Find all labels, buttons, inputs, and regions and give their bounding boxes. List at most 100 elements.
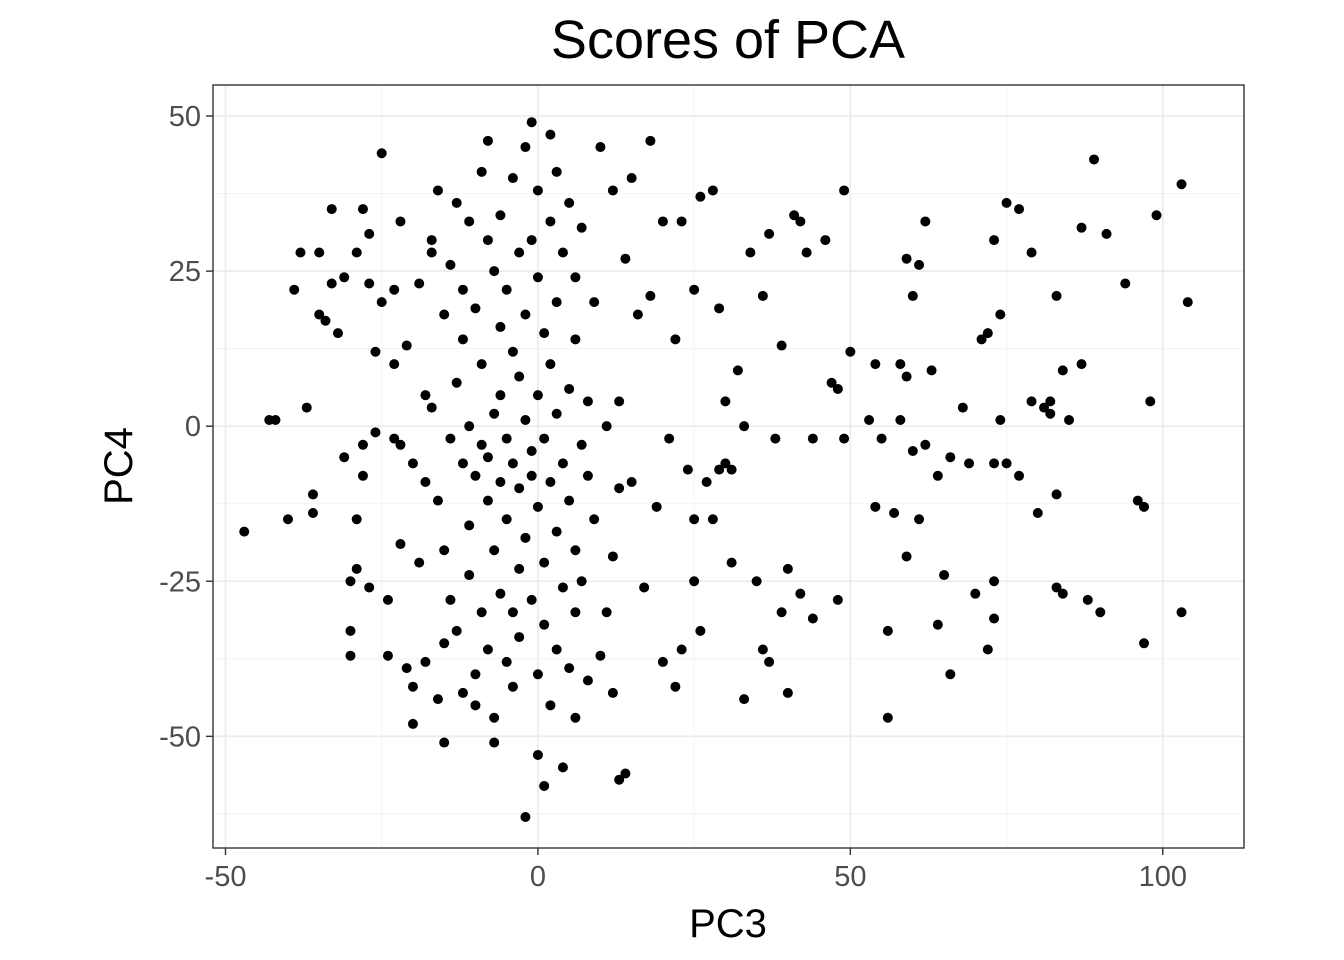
data-point bbox=[539, 557, 550, 568]
data-point bbox=[495, 477, 506, 488]
data-point bbox=[601, 607, 612, 618]
data-point bbox=[489, 408, 500, 419]
data-point bbox=[382, 594, 393, 605]
data-point bbox=[551, 526, 562, 537]
data-point bbox=[807, 613, 818, 624]
data-point bbox=[939, 570, 950, 581]
data-point bbox=[482, 495, 493, 506]
data-point bbox=[620, 253, 631, 264]
data-point bbox=[532, 749, 543, 760]
data-point bbox=[532, 272, 543, 283]
data-point bbox=[582, 675, 593, 686]
data-point bbox=[982, 644, 993, 655]
data-point bbox=[564, 663, 575, 674]
data-point bbox=[932, 619, 943, 630]
data-point bbox=[451, 197, 462, 208]
data-points bbox=[239, 117, 1193, 822]
data-point bbox=[651, 501, 662, 512]
data-point bbox=[451, 625, 462, 636]
data-point bbox=[364, 582, 375, 593]
data-point bbox=[457, 687, 468, 698]
data-point bbox=[732, 365, 743, 376]
data-point bbox=[557, 762, 568, 773]
data-point bbox=[532, 390, 543, 401]
data-point bbox=[489, 712, 500, 723]
data-point bbox=[514, 371, 525, 382]
data-point bbox=[657, 656, 668, 667]
data-point bbox=[407, 718, 418, 729]
data-point bbox=[707, 185, 718, 196]
y-tick-label: -25 bbox=[159, 566, 201, 598]
data-point bbox=[532, 185, 543, 196]
data-point bbox=[307, 508, 318, 519]
plot-panel bbox=[212, 84, 1245, 849]
data-point bbox=[526, 235, 537, 246]
data-point bbox=[426, 235, 437, 246]
data-point bbox=[370, 346, 381, 357]
data-point bbox=[545, 359, 556, 370]
data-point bbox=[451, 377, 462, 388]
data-point bbox=[401, 663, 412, 674]
data-point bbox=[382, 650, 393, 661]
data-point bbox=[426, 402, 437, 413]
data-point bbox=[376, 148, 387, 159]
data-point bbox=[920, 439, 931, 450]
data-point bbox=[1064, 414, 1075, 425]
data-point bbox=[426, 247, 437, 258]
data-point bbox=[614, 774, 625, 785]
data-point bbox=[514, 483, 525, 494]
data-point bbox=[1182, 297, 1193, 308]
data-point bbox=[439, 737, 450, 748]
data-point bbox=[1101, 228, 1112, 239]
data-point bbox=[582, 470, 593, 481]
data-point bbox=[926, 365, 937, 376]
data-point bbox=[739, 694, 750, 705]
data-point bbox=[795, 216, 806, 227]
data-point bbox=[1045, 408, 1056, 419]
data-point bbox=[645, 290, 656, 301]
data-point bbox=[526, 117, 537, 128]
data-point bbox=[345, 576, 356, 587]
data-point bbox=[1051, 489, 1062, 500]
y-tick-label: 25 bbox=[169, 256, 201, 288]
data-point bbox=[482, 235, 493, 246]
data-point bbox=[920, 216, 931, 227]
data-point bbox=[1032, 508, 1043, 519]
data-point bbox=[832, 383, 843, 394]
data-point bbox=[551, 408, 562, 419]
data-point bbox=[532, 669, 543, 680]
data-point bbox=[526, 445, 537, 456]
data-point bbox=[726, 557, 737, 568]
data-point bbox=[420, 477, 431, 488]
data-point bbox=[957, 402, 968, 413]
data-point bbox=[1176, 179, 1187, 190]
data-point bbox=[870, 359, 881, 370]
data-point bbox=[932, 470, 943, 481]
data-point bbox=[345, 625, 356, 636]
data-point bbox=[507, 681, 518, 692]
data-point bbox=[595, 142, 606, 153]
data-point bbox=[570, 712, 581, 723]
data-point bbox=[1089, 154, 1100, 165]
data-point bbox=[289, 284, 300, 295]
data-point bbox=[607, 687, 618, 698]
data-point bbox=[1057, 365, 1068, 376]
data-point bbox=[720, 396, 731, 407]
data-point bbox=[1120, 278, 1131, 289]
y-tick-label: -50 bbox=[159, 721, 201, 753]
data-point bbox=[626, 173, 637, 184]
data-point bbox=[1026, 396, 1037, 407]
data-point bbox=[645, 135, 656, 146]
data-point bbox=[701, 477, 712, 488]
data-point bbox=[414, 278, 425, 289]
data-point bbox=[989, 235, 1000, 246]
data-point bbox=[714, 464, 725, 475]
data-point bbox=[520, 142, 531, 153]
data-point bbox=[439, 638, 450, 649]
data-point bbox=[501, 433, 512, 444]
data-point bbox=[457, 458, 468, 469]
data-point bbox=[520, 811, 531, 822]
data-point bbox=[757, 644, 768, 655]
data-point bbox=[895, 414, 906, 425]
data-point bbox=[964, 458, 975, 469]
